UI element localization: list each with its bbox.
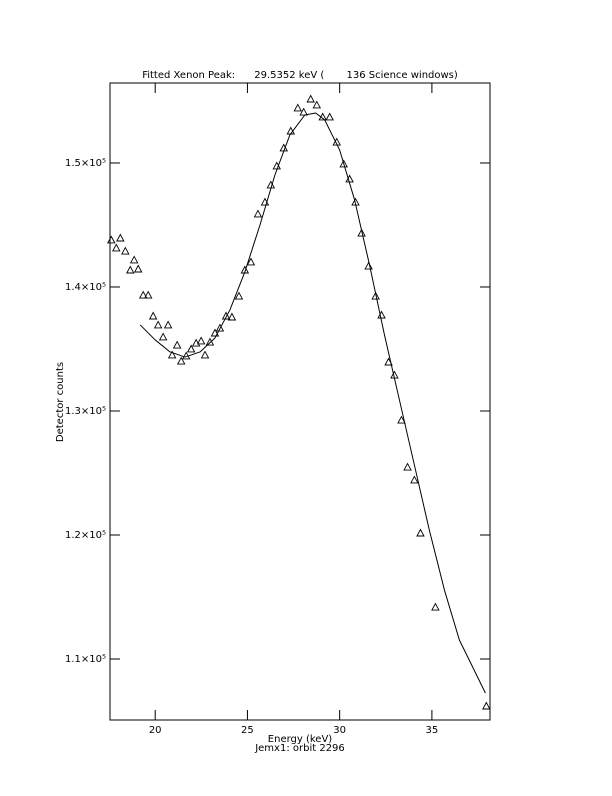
subtitle: Jemx1: orbit 2296 [254, 743, 345, 754]
data-point [312, 100, 322, 109]
x-axis-label: Energy (keV) [268, 734, 333, 745]
x-tick-label: 30 [333, 725, 346, 736]
data-point [221, 311, 231, 320]
data-point [133, 264, 143, 273]
data-point [482, 701, 491, 710]
y-tick-label: 1.3×10⁵ [65, 406, 106, 417]
data-point [339, 159, 348, 168]
data-point [253, 209, 263, 218]
y-tick-label: 1.2×10⁵ [65, 530, 106, 541]
data-point [293, 103, 303, 112]
data-point [246, 257, 256, 266]
data-point [306, 94, 315, 103]
data-point [121, 246, 130, 255]
data-point [138, 290, 148, 299]
data-point [377, 310, 386, 319]
data-point [325, 112, 334, 121]
data-point [364, 261, 373, 270]
data-point [172, 340, 182, 349]
data-point [299, 107, 308, 116]
data-point [416, 528, 425, 537]
data-point [129, 255, 139, 264]
x-tick-label: 35 [426, 725, 439, 736]
data-point [176, 356, 186, 365]
data-point [186, 344, 196, 353]
y-axis-label: Detector counts [55, 362, 66, 442]
data-point [163, 320, 173, 329]
data-point [126, 265, 135, 274]
data-point [357, 228, 366, 237]
data-point [116, 233, 125, 242]
data-point [196, 336, 206, 345]
data-point [210, 328, 220, 337]
data-point [153, 320, 163, 329]
y-tick-label: 1.4×10⁵ [65, 282, 106, 293]
y-tick-label: 1.1×10⁵ [65, 654, 106, 665]
data-point [143, 290, 153, 299]
data-point [158, 332, 168, 341]
data-point [200, 350, 210, 359]
data-point [112, 243, 121, 252]
data-point [397, 415, 406, 424]
y-tick-label: 1.5×10⁵ [65, 158, 106, 169]
data-point [234, 291, 244, 300]
data-point [167, 350, 177, 359]
fit-curve [139, 112, 486, 694]
data-point [431, 602, 440, 611]
x-tick-label: 25 [241, 725, 254, 736]
x-tick-label: 20 [149, 725, 162, 736]
data-point [205, 337, 215, 346]
data-point [215, 323, 225, 332]
data-point [410, 475, 419, 484]
data-point [371, 291, 380, 300]
plot-frame [109, 82, 491, 721]
data-point [227, 312, 237, 321]
data-point [403, 462, 412, 471]
chart-title: Fitted Xenon Peak: 29.5352 keV ( 136 Sci… [142, 70, 458, 81]
data-point [148, 311, 158, 320]
data-point [107, 235, 116, 244]
